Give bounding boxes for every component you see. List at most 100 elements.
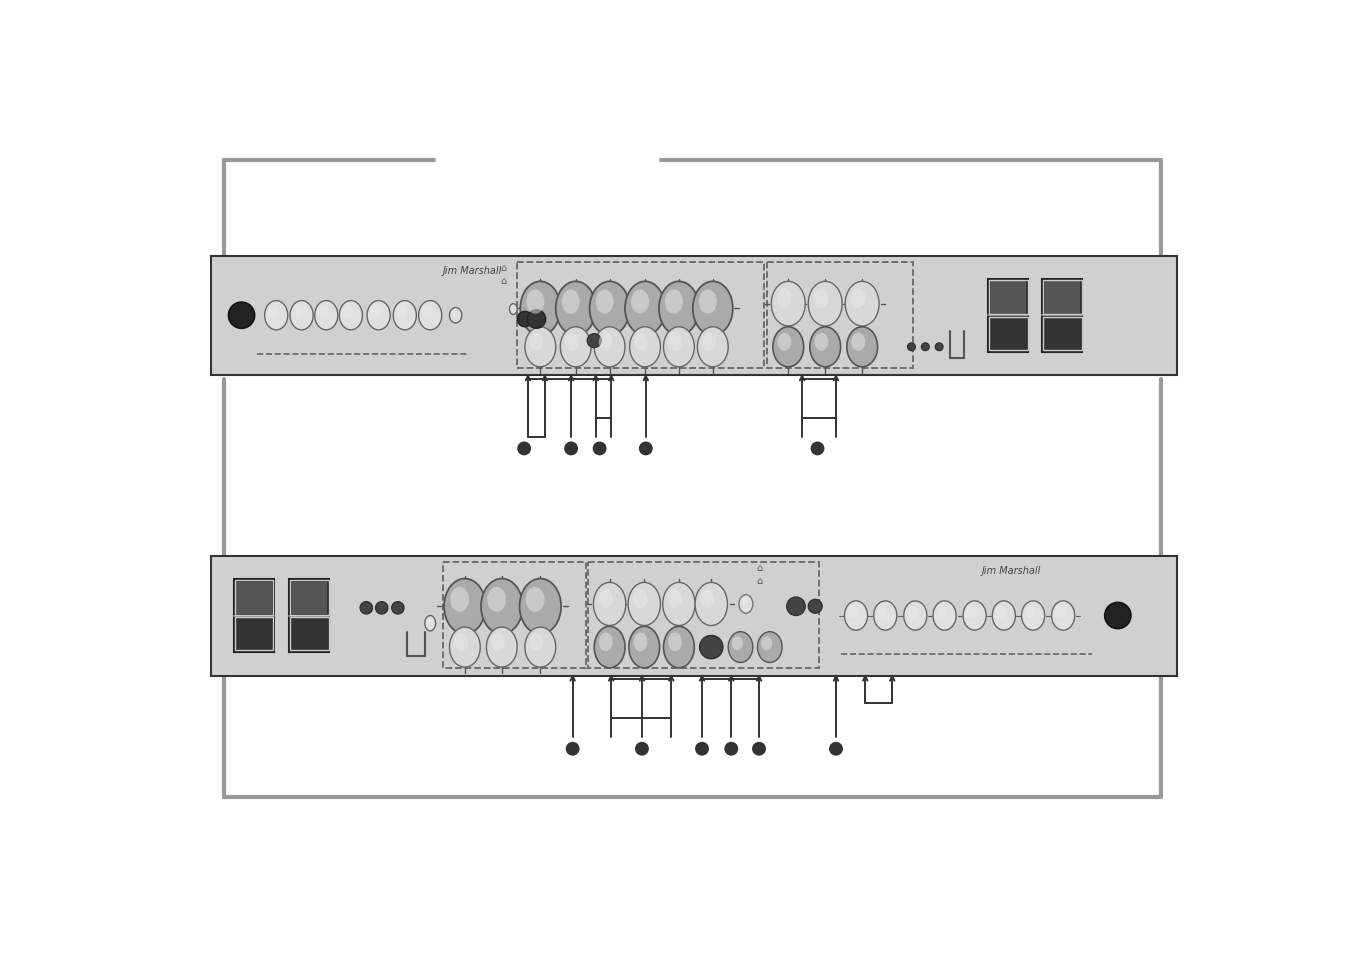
- Ellipse shape: [632, 589, 647, 609]
- Ellipse shape: [393, 301, 416, 331]
- Ellipse shape: [527, 311, 546, 329]
- Bar: [588, 563, 819, 668]
- Ellipse shape: [589, 282, 630, 335]
- Bar: [767, 263, 913, 368]
- Ellipse shape: [830, 742, 843, 756]
- Ellipse shape: [809, 328, 840, 368]
- Ellipse shape: [992, 601, 1016, 631]
- Ellipse shape: [628, 627, 659, 668]
- Ellipse shape: [815, 334, 828, 352]
- Bar: [989, 280, 1028, 353]
- Bar: [289, 579, 330, 653]
- Ellipse shape: [874, 601, 897, 631]
- Ellipse shape: [1055, 606, 1066, 618]
- Ellipse shape: [700, 589, 715, 609]
- Ellipse shape: [700, 636, 723, 659]
- Ellipse shape: [511, 306, 515, 311]
- Ellipse shape: [934, 601, 957, 631]
- Ellipse shape: [594, 328, 626, 368]
- Ellipse shape: [555, 282, 596, 335]
- Ellipse shape: [634, 334, 648, 352]
- Ellipse shape: [397, 306, 407, 319]
- Ellipse shape: [851, 334, 865, 352]
- Ellipse shape: [424, 616, 435, 631]
- Text: ⌂: ⌂: [755, 576, 762, 585]
- Ellipse shape: [663, 583, 694, 626]
- Bar: [443, 563, 586, 668]
- Text: ⌂: ⌂: [755, 562, 762, 573]
- Ellipse shape: [454, 634, 467, 652]
- Bar: [1043, 280, 1082, 315]
- Ellipse shape: [526, 328, 555, 368]
- Ellipse shape: [732, 637, 743, 651]
- Ellipse shape: [703, 334, 716, 352]
- Ellipse shape: [598, 633, 613, 652]
- Ellipse shape: [850, 289, 866, 309]
- Ellipse shape: [659, 282, 698, 335]
- Ellipse shape: [808, 282, 842, 327]
- Ellipse shape: [846, 282, 880, 327]
- Ellipse shape: [488, 587, 507, 612]
- Ellipse shape: [422, 306, 432, 319]
- Ellipse shape: [728, 632, 753, 662]
- Ellipse shape: [758, 632, 782, 662]
- Ellipse shape: [1021, 601, 1044, 631]
- Ellipse shape: [376, 602, 388, 615]
- Ellipse shape: [520, 282, 561, 335]
- Ellipse shape: [877, 606, 888, 618]
- Bar: [292, 582, 327, 615]
- Ellipse shape: [265, 301, 288, 331]
- Bar: [235, 618, 273, 651]
- Ellipse shape: [561, 328, 592, 368]
- Ellipse shape: [517, 442, 531, 456]
- Ellipse shape: [665, 290, 682, 314]
- Ellipse shape: [392, 602, 404, 615]
- Ellipse shape: [490, 634, 505, 652]
- Ellipse shape: [598, 334, 613, 352]
- Bar: [989, 280, 1028, 315]
- Ellipse shape: [848, 606, 858, 618]
- Ellipse shape: [593, 442, 607, 456]
- Ellipse shape: [343, 306, 353, 319]
- Ellipse shape: [697, 328, 728, 368]
- Bar: [290, 618, 328, 651]
- Ellipse shape: [628, 583, 661, 626]
- Ellipse shape: [517, 312, 532, 328]
- Bar: [211, 557, 1177, 676]
- Ellipse shape: [530, 334, 543, 352]
- Ellipse shape: [844, 601, 867, 631]
- Ellipse shape: [742, 598, 747, 606]
- Ellipse shape: [450, 587, 469, 612]
- Ellipse shape: [813, 289, 828, 309]
- Text: ⌂: ⌂: [500, 262, 507, 273]
- Ellipse shape: [427, 618, 431, 625]
- Ellipse shape: [267, 306, 278, 319]
- Ellipse shape: [777, 334, 792, 352]
- Bar: [235, 580, 273, 615]
- Text: Jim Marshall: Jim Marshall: [982, 565, 1042, 576]
- Ellipse shape: [663, 328, 694, 368]
- Bar: [236, 582, 272, 615]
- Ellipse shape: [921, 344, 929, 352]
- Bar: [290, 580, 328, 615]
- Bar: [1043, 280, 1082, 353]
- Text: Jim Marshall: Jim Marshall: [443, 266, 503, 275]
- Ellipse shape: [786, 598, 805, 616]
- Ellipse shape: [908, 606, 917, 618]
- Ellipse shape: [419, 301, 442, 331]
- Ellipse shape: [698, 290, 717, 314]
- Ellipse shape: [904, 601, 927, 631]
- Ellipse shape: [634, 633, 647, 652]
- Ellipse shape: [526, 587, 544, 612]
- Ellipse shape: [530, 634, 543, 652]
- Ellipse shape: [630, 328, 661, 368]
- Ellipse shape: [669, 633, 682, 652]
- Ellipse shape: [963, 601, 986, 631]
- Ellipse shape: [562, 290, 580, 314]
- Text: ⌂: ⌂: [500, 275, 507, 286]
- Ellipse shape: [694, 742, 709, 756]
- Ellipse shape: [694, 583, 727, 626]
- Ellipse shape: [935, 344, 943, 352]
- Bar: [990, 282, 1027, 314]
- Ellipse shape: [639, 442, 653, 456]
